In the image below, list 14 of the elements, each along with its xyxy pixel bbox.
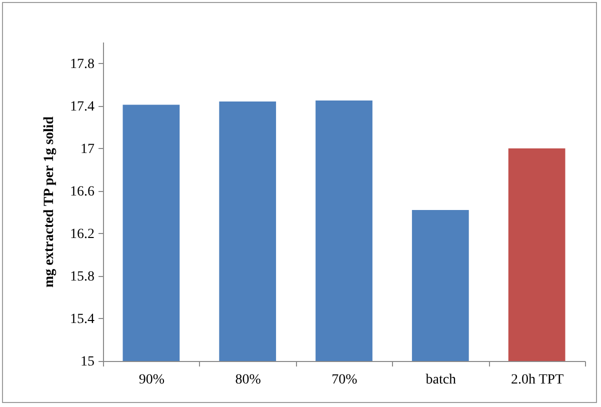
y-tick-label: 16.2 <box>70 226 94 242</box>
y-tick-label: 17 <box>80 142 94 157</box>
y-tick-label: 15 <box>80 354 94 370</box>
y-tick-label: 15.8 <box>70 269 94 284</box>
x-tick-label: 2.0h TPT <box>510 372 564 388</box>
x-tick-label: batch <box>426 372 456 388</box>
x-tick-label: 90% <box>138 372 165 388</box>
x-tick-label: 70% <box>332 372 358 388</box>
y-tick-label: 17.8 <box>70 56 94 72</box>
y-tick-label: 17.4 <box>70 99 94 114</box>
y-axis-title: mg extracted TP per 1g solid <box>42 116 57 288</box>
y-tick-label: 15.4 <box>70 312 94 327</box>
y-tick-label: 16.6 <box>70 184 94 200</box>
x-tick-label: 80% <box>235 372 262 388</box>
